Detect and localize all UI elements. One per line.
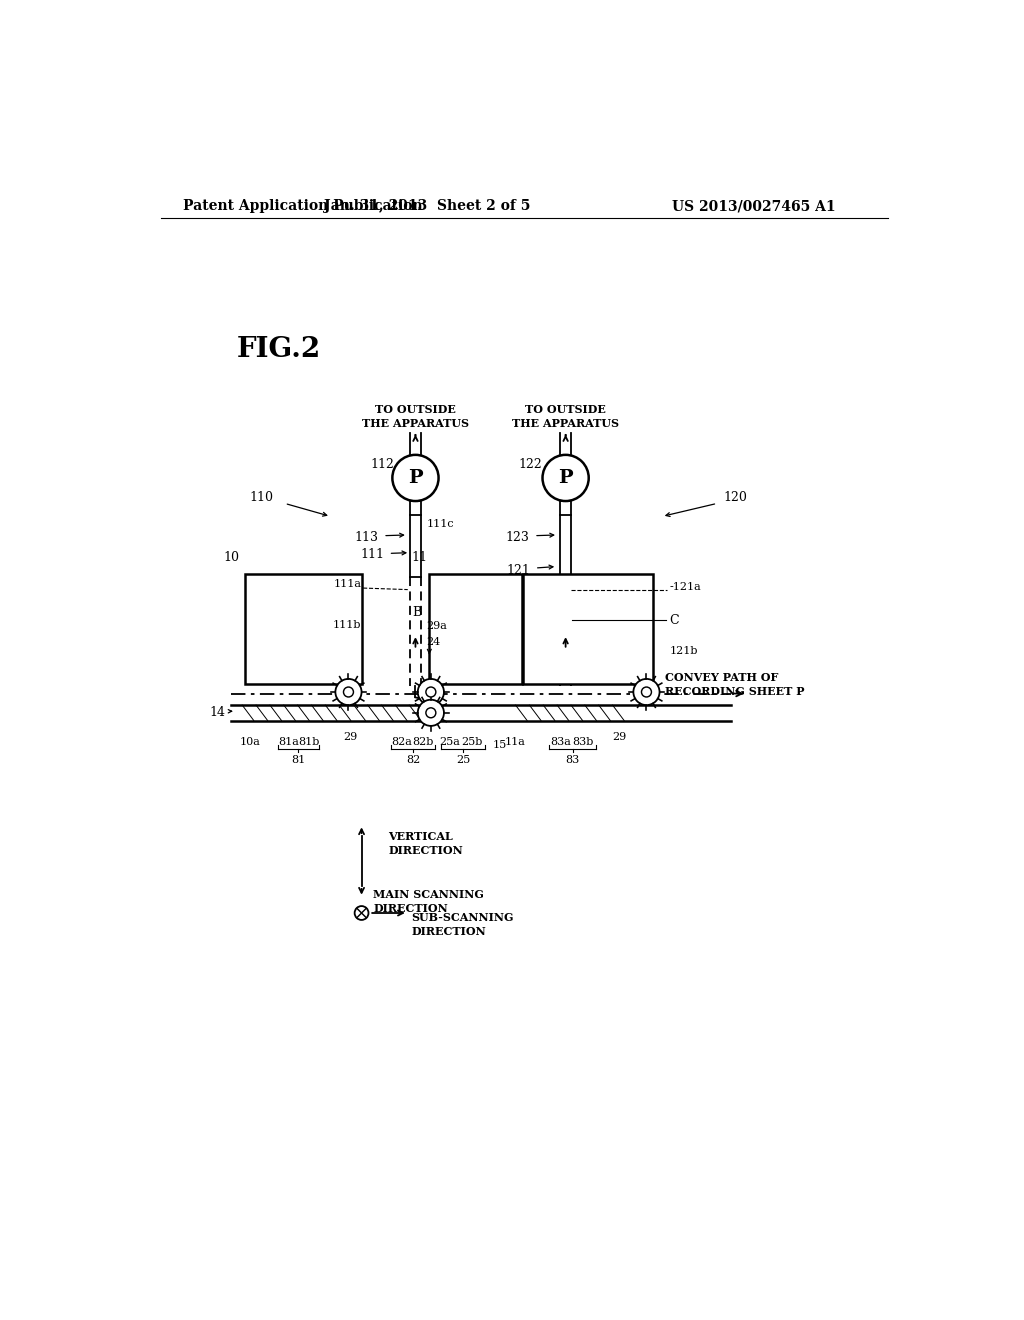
Text: 15: 15 — [493, 741, 507, 750]
Circle shape — [418, 678, 444, 705]
Text: 111c: 111c — [426, 519, 454, 529]
Bar — [560, 502, 571, 515]
Text: 82: 82 — [407, 755, 420, 764]
Text: TO OUTSIDE
THE APPARATUS: TO OUTSIDE THE APPARATUS — [361, 404, 469, 429]
Text: P: P — [558, 469, 572, 487]
Text: 121: 121 — [506, 564, 530, 577]
Text: 10a: 10a — [240, 737, 260, 747]
Circle shape — [543, 455, 589, 502]
Text: 10: 10 — [224, 550, 240, 564]
Text: 25b: 25b — [461, 737, 482, 747]
Text: 123: 123 — [506, 531, 529, 544]
Text: 29: 29 — [343, 733, 357, 742]
Text: CONVEY PATH OF
RECORDING SHEET P: CONVEY PATH OF RECORDING SHEET P — [665, 672, 805, 697]
Text: 122: 122 — [519, 458, 543, 471]
Circle shape — [634, 678, 659, 705]
Text: Jan. 31, 2013  Sheet 2 of 5: Jan. 31, 2013 Sheet 2 of 5 — [324, 199, 530, 213]
Bar — [245, 574, 362, 684]
Circle shape — [392, 455, 438, 502]
Bar — [410, 502, 421, 515]
Text: 83b: 83b — [572, 737, 594, 747]
Text: 110: 110 — [249, 491, 273, 504]
Text: 11: 11 — [411, 550, 427, 564]
Text: FIG.2: FIG.2 — [237, 335, 322, 363]
Text: SUB-SCANNING
DIRECTION: SUB-SCANNING DIRECTION — [412, 912, 514, 937]
Circle shape — [426, 686, 436, 697]
Text: 113: 113 — [354, 531, 379, 544]
Circle shape — [426, 708, 436, 718]
Text: 11a: 11a — [505, 737, 526, 747]
Text: 83a: 83a — [550, 737, 570, 747]
Text: 14: 14 — [209, 706, 225, 719]
Text: 111b: 111b — [333, 620, 361, 630]
Circle shape — [418, 700, 444, 726]
Text: 111a: 111a — [334, 579, 361, 589]
Circle shape — [641, 686, 651, 697]
Text: C: C — [670, 614, 679, 627]
Bar — [523, 574, 652, 684]
Text: 81b: 81b — [299, 737, 319, 747]
Text: US 2013/0027465 A1: US 2013/0027465 A1 — [673, 199, 836, 213]
Text: TO OUTSIDE
THE APPARATUS: TO OUTSIDE THE APPARATUS — [512, 404, 620, 429]
Text: Patent Application Publication: Patent Application Publication — [183, 199, 423, 213]
Text: 121b: 121b — [670, 647, 698, 656]
Circle shape — [354, 906, 369, 920]
Text: 81: 81 — [291, 755, 305, 764]
Text: 25a: 25a — [439, 737, 461, 747]
Text: 29a: 29a — [426, 620, 447, 631]
Text: 111: 111 — [360, 548, 385, 561]
Text: VERTICAL
DIRECTION: VERTICAL DIRECTION — [388, 832, 463, 857]
Bar — [429, 574, 521, 684]
Text: 81a: 81a — [278, 737, 299, 747]
Text: 25: 25 — [456, 755, 470, 764]
Text: 83: 83 — [565, 755, 580, 764]
Text: -121a: -121a — [670, 582, 701, 591]
Text: MAIN SCANNING
DIRECTION: MAIN SCANNING DIRECTION — [373, 890, 484, 913]
Text: 82a: 82a — [391, 737, 412, 747]
Text: 29: 29 — [611, 733, 626, 742]
Text: 120: 120 — [724, 491, 748, 504]
Text: 82b: 82b — [413, 737, 434, 747]
Circle shape — [336, 678, 361, 705]
Text: 112: 112 — [370, 458, 394, 471]
Text: 24: 24 — [426, 638, 440, 647]
Text: B: B — [413, 606, 422, 619]
Circle shape — [343, 686, 353, 697]
Text: P: P — [409, 469, 423, 487]
